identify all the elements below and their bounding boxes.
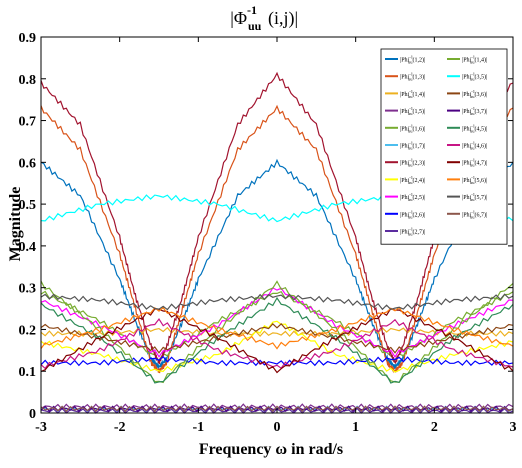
- title-superscript: -1: [247, 3, 257, 17]
- y-tick-label: 0.9: [19, 31, 37, 46]
- y-axis-label: Magnitude: [7, 187, 24, 262]
- legend-label: |Phi-1 uu(1,7)|: [400, 141, 425, 151]
- series-line: [40, 293, 514, 311]
- y-tick-label: 0.3: [19, 282, 37, 297]
- series-line: [40, 326, 514, 337]
- legend-label: |Phi-1 uu(2,7)|: [400, 227, 425, 237]
- svg-text:uu: uu: [248, 19, 262, 33]
- legend-label: |Phi-1 uu(1,2)|: [400, 55, 425, 65]
- title-subscript: uu: [248, 19, 262, 33]
- series-line: [40, 280, 514, 384]
- series-line: [40, 296, 514, 384]
- x-tick-label: -2: [114, 420, 126, 435]
- x-tick-label: 3: [510, 420, 517, 435]
- series-line: [40, 405, 514, 413]
- legend-label: |Phi-1 uu(2,6)|: [400, 209, 425, 219]
- y-tick-label: 0.8: [19, 73, 37, 88]
- svg-text:(i,j)|: (i,j)|: [268, 8, 298, 29]
- legend-label: |Phi-1 uu(1,4)|: [400, 89, 425, 99]
- legend-label: |Phi-1 uu(3,5)|: [462, 72, 487, 82]
- legend-label: |Phi-1 uu(1,3)|: [400, 72, 425, 82]
- y-tick-label: 0.6: [19, 156, 37, 171]
- series-line: [40, 306, 514, 350]
- x-axis-label: Frequency ω in rad/s: [199, 441, 343, 458]
- y-tick-label: 0.7: [19, 115, 37, 130]
- y-tick-label: 0: [29, 407, 36, 422]
- legend-box: [380, 48, 508, 245]
- y-tick-label: 0.4: [19, 240, 37, 255]
- series-line: [40, 71, 514, 365]
- series-line: [40, 290, 514, 362]
- series-line: [40, 317, 514, 370]
- title: |Φ -1 uu (i,j)|: [230, 3, 298, 33]
- legend: |Phi-1 uu(1,2)| |Phi-1 uu(1,3)| |Phi-1 uu(1,4…: [380, 48, 508, 245]
- legend-label: |Phi-1 uu(1,4)|: [462, 55, 487, 65]
- y-tick-label: 0.5: [19, 198, 37, 213]
- legend-label: |Phi-1 uu(3,7)|: [462, 106, 487, 116]
- y-tick-label: 0.2: [19, 323, 37, 338]
- legend-label: |Phi-1 uu(5,6)|: [462, 175, 487, 185]
- x-tick-label: 0: [274, 420, 281, 435]
- legend-label: |Phi-1 uu(1,5)|: [400, 106, 425, 116]
- svg-text:|Φ: |Φ: [230, 8, 247, 28]
- legend-label: |Phi-1 uu(6,7)|: [462, 209, 487, 219]
- series-line: [40, 355, 514, 367]
- series-line: [40, 104, 514, 374]
- legend-label: |Phi-1 uu(2,4)|: [400, 175, 425, 185]
- series-line: [40, 323, 514, 354]
- y-tick-label: 0.1: [19, 365, 37, 380]
- legend-label: |Phi-1 uu(4,7)|: [462, 158, 487, 168]
- axes: -3 -2 -1 0 1 2 3 0 0.1 0.2 0.3 0.4 0.5 0.6 0.7 0.8 0.9: [19, 31, 517, 435]
- legend-label: |Phi-1 uu(3,6)|: [462, 89, 487, 99]
- series-line: [40, 287, 514, 359]
- x-tick-label: 1: [352, 420, 359, 435]
- svg-text:-1: -1: [247, 3, 257, 17]
- series-line: [40, 158, 514, 369]
- legend-label: |Phi-1 uu(4,5)|: [462, 123, 487, 133]
- x-tick-label: -3: [35, 420, 47, 435]
- legend-label: |Phi-1 uu(2,5)|: [400, 192, 425, 202]
- legend-label: |Phi-1 uu(1,6)|: [400, 123, 425, 133]
- x-tick-label: 2: [431, 420, 438, 435]
- series-line: [40, 320, 514, 373]
- x-tick-label: -1: [192, 420, 204, 435]
- legend-label: |Phi-1 uu(2,3)|: [400, 158, 425, 168]
- legend-label: |Phi-1 uu(5,7)|: [462, 192, 487, 202]
- title-main: |Φ: [230, 8, 247, 28]
- series-line: [40, 307, 514, 374]
- legend-label: |Phi-1 uu(4,6)|: [462, 141, 487, 151]
- title-tail: (i,j)|: [268, 8, 298, 29]
